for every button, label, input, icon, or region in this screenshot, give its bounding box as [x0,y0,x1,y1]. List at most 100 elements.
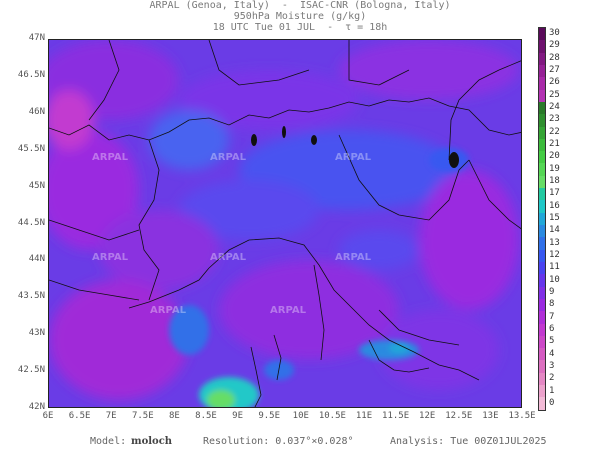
analysis-text: Analysis: Tue 00Z01JUL2025 [390,436,547,447]
longitude-tick-label: 7.5E [131,411,154,421]
moisture-map [48,39,522,408]
color-scale-label: 8 [549,299,555,310]
color-scale-label: 27 [549,65,560,76]
color-scale-label: 17 [549,188,560,199]
color-scale-label: 3 [549,360,555,371]
color-scale-segment [539,286,545,299]
color-scale-segment [539,52,545,65]
longitude-tick-label: 6E [42,411,54,421]
color-scale-label: 21 [549,139,560,150]
resolution-text: Resolution: 0.037°×0.028° [203,436,354,447]
color-scale-segment [539,261,545,275]
color-scale-segment [539,188,545,201]
color-scale-segment [539,200,545,213]
header-valid-time: 18 UTC Tue 01 JUL - τ = 18h [212,22,388,33]
color-scale-label: 14 [549,225,560,236]
color-scale-label: 19 [549,163,560,174]
arpal-watermark: ARPAL [210,152,246,163]
longitude-tick-label: 13.5E [508,411,536,421]
longitude-tick-label: 6.5E [68,411,91,421]
longitude-tick-label: 7E [105,411,117,421]
header-institutions: ARPAL (Genoa, Italy) - ISAC-CNR (Bologna… [149,0,451,11]
color-scale-label: 6 [549,323,555,334]
color-scale-label: 7 [549,311,555,322]
longitude-tick-label: 9.5E [258,411,281,421]
latitude-tick-label: 42.5N [17,365,45,376]
latitude-tick-label: 44N [28,254,45,265]
high-moisture-spots [169,148,469,407]
arpal-watermark: ARPAL [270,305,306,316]
latitude-tick-label: 46N [28,106,45,117]
model-name: moloch [131,436,173,447]
color-scale-segment [539,163,545,176]
longitude-tick-label: 8E [168,411,180,421]
color-scale-segment [539,311,545,324]
color-scale-segment [539,114,545,127]
longitude-tick-label: 13E [482,411,499,421]
color-scale-label: 23 [549,114,560,125]
color-scale-segment [539,212,545,225]
color-scale-label: 10 [549,274,560,285]
color-scale-segment [539,298,545,312]
color-scale-segment [539,89,545,102]
latitude-tick-label: 47N [28,33,45,43]
color-scale-segment [539,28,545,41]
borders-coastlines [49,40,521,407]
color-scale-label: 24 [549,102,560,113]
color-scale-segment [539,237,545,250]
header-variable: 950hPa Moisture (g/kg) [233,11,367,22]
color-scale-segment [539,385,545,398]
color-scale-label: 1 [549,385,555,396]
longitude-tick-label: 9E [232,411,244,421]
latitude-tick-label: 45N [28,180,45,191]
color-scale-label: 18 [549,176,560,187]
color-scale-label: 22 [549,126,560,137]
map-canvas [49,40,521,407]
color-scale-segment [539,372,545,386]
color-scale-label: 26 [549,77,560,88]
model-label: Model: [90,436,127,447]
color-scale-label: 29 [549,40,560,51]
color-scale-segment [539,101,545,115]
longitude-tick-label: 10E [292,411,309,421]
color-scale-label: 30 [549,28,560,39]
arpal-watermark: ARPAL [92,252,128,263]
latitude-tick-label: 44.5N [17,217,45,228]
arpal-watermark: ARPAL [335,252,371,263]
color-scale-segment [539,348,545,361]
arpal-watermark: ARPAL [210,252,246,263]
arpal-watermark: ARPAL [335,152,371,163]
longitude-tick-label: 12E [419,411,436,421]
latitude-tick-label: 46.5N [17,69,45,80]
color-scale-bar [538,27,546,411]
color-scale-segment [539,40,545,53]
color-scale-label: 12 [549,249,560,260]
moisture-field-blobs [49,40,519,400]
longitude-tick-label: 11E [355,411,373,421]
color-scale-segment [539,335,545,349]
latitude-tick-label: 43N [28,328,45,339]
color-scale-segment [539,360,545,373]
color-scale-label: 0 [549,397,555,408]
color-scale-segment [539,397,545,410]
color-scale-label: 2 [549,373,555,384]
color-scale-segment [539,138,545,152]
color-scale-label: 20 [549,151,560,162]
color-scale-label: 15 [549,213,560,223]
color-scale-segment [539,64,545,78]
latitude-tick-label: 42N [28,402,45,412]
color-scale-label: 11 [549,262,560,273]
color-scale-segment [539,77,545,90]
color-scale-label: 25 [549,89,560,100]
latitude-tick-label: 43.5N [17,291,45,302]
color-scale-label: 13 [549,237,560,248]
color-scale-segment [539,249,545,262]
color-scale-segment [539,151,545,164]
color-scale-label: 9 [549,286,555,297]
longitude-tick-label: 10.5E [318,411,346,421]
latitude-tick-label: 45.5N [17,143,45,154]
arpal-watermark: ARPAL [92,152,128,163]
arpal-watermark: ARPAL [150,305,186,316]
color-scale-segment [539,175,545,189]
color-scale-label: 16 [549,200,560,211]
